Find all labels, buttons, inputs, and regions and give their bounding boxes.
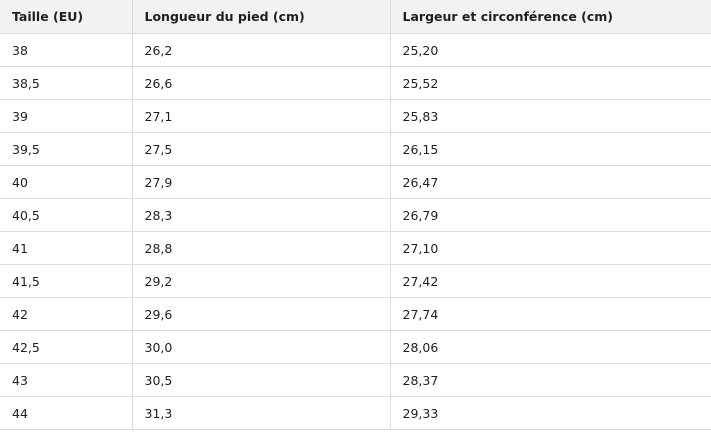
table-row: 39,5 27,5 26,15 bbox=[0, 132, 711, 166]
column-header: Largeur et circonférence (cm) bbox=[389, 0, 711, 34]
table-cell: 38 bbox=[0, 33, 133, 67]
table-cell: 27,42 bbox=[389, 264, 711, 298]
table-cell: 29,2 bbox=[131, 264, 391, 298]
table-cell: 28,06 bbox=[389, 330, 711, 364]
table-cell: 28,8 bbox=[131, 231, 391, 265]
table-row: 44 31,3 29,33 bbox=[0, 396, 711, 430]
table-cell: 27,9 bbox=[131, 165, 391, 199]
table-cell: 27,74 bbox=[389, 297, 711, 331]
table-row: 42 29,6 27,74 bbox=[0, 297, 711, 331]
table-cell: 29,33 bbox=[389, 396, 711, 430]
table-cell: 30,0 bbox=[131, 330, 391, 364]
table-row: 40,5 28,3 26,79 bbox=[0, 198, 711, 232]
table-cell: 43 bbox=[0, 363, 133, 397]
table-cell: 41 bbox=[0, 231, 133, 265]
table-cell: 31,3 bbox=[131, 396, 391, 430]
table-row: 43 30,5 28,37 bbox=[0, 363, 711, 397]
table-cell: 27,5 bbox=[131, 132, 391, 166]
table-row: 41,5 29,2 27,42 bbox=[0, 264, 711, 298]
table-cell: 40 bbox=[0, 165, 133, 199]
table-row: 41 28,8 27,10 bbox=[0, 231, 711, 265]
table-cell: 30,5 bbox=[131, 363, 391, 397]
table-cell: 28,37 bbox=[389, 363, 711, 397]
table-cell: 40,5 bbox=[0, 198, 133, 232]
table-cell: 28,3 bbox=[131, 198, 391, 232]
table-cell: 25,52 bbox=[389, 66, 711, 100]
table-row: 40 27,9 26,47 bbox=[0, 165, 711, 199]
table-body: 38 26,2 25,20 38,5 26,6 25,52 39 27,1 25,83 39,5 2… bbox=[0, 33, 711, 430]
table-cell: 42 bbox=[0, 297, 133, 331]
table-cell: 27,1 bbox=[131, 99, 391, 133]
table-row: 38,5 26,6 25,52 bbox=[0, 66, 711, 100]
table-cell: 26,47 bbox=[389, 165, 711, 199]
header-row: Taille (EU) Longueur du pied (cm) Largeur … bbox=[0, 0, 711, 34]
table-cell: 26,6 bbox=[131, 66, 391, 100]
table-cell: 25,83 bbox=[389, 99, 711, 133]
column-header: Longueur du pied (cm) bbox=[131, 0, 391, 34]
table-cell: 39,5 bbox=[0, 132, 133, 166]
table-cell: 26,2 bbox=[131, 33, 391, 67]
table-cell: 29,6 bbox=[131, 297, 391, 331]
table-cell: 41,5 bbox=[0, 264, 133, 298]
table-cell: 26,15 bbox=[389, 132, 711, 166]
table-cell: 26,79 bbox=[389, 198, 711, 232]
table-cell: 44 bbox=[0, 396, 133, 430]
table-cell: 25,20 bbox=[389, 33, 711, 67]
table-cell: 42,5 bbox=[0, 330, 133, 364]
column-header: Taille (EU) bbox=[0, 0, 133, 34]
table-row: 42,5 30,0 28,06 bbox=[0, 330, 711, 364]
table-cell: 39 bbox=[0, 99, 133, 133]
table-row: 38 26,2 25,20 bbox=[0, 33, 711, 67]
table-cell: 27,10 bbox=[389, 231, 711, 265]
table-row: 39 27,1 25,83 bbox=[0, 99, 711, 133]
table-cell: 38,5 bbox=[0, 66, 133, 100]
